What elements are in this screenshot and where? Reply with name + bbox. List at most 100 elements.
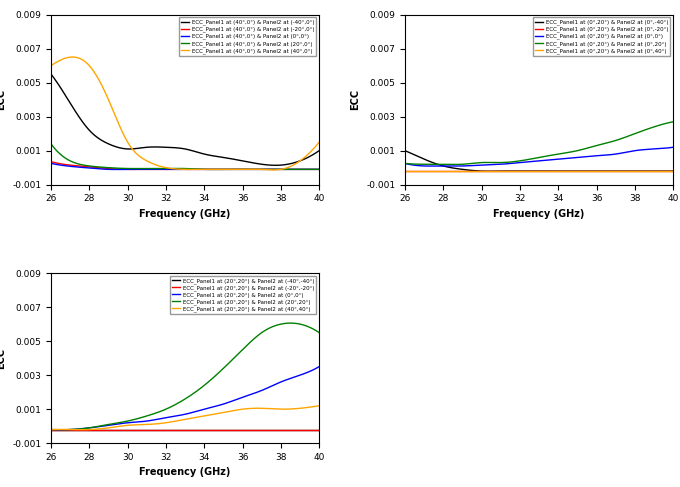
- ECC_Panel1 at (40°,0°) & Panel2 at (40°,0°): [58, 56, 66, 62]
- ECC_Panel1 at (20°,20°) & Panel2 at (20°,20°): [315, 330, 323, 336]
- ECC_Panel1 at (20°,20°) & Panel2 at (-20°,-20°): [47, 427, 55, 432]
- ECC_Panel1 at (0°,20°) & Panel2 at (0°,0°): [474, 162, 482, 168]
- ECC_Panel1 at (20°,20°) & Panel2 at (-40°,-40°): [47, 427, 55, 432]
- ECC_Panel1 at (40°,0°) & Panel2 at (20°,0°): [47, 141, 55, 147]
- ECC_Panel1 at (0°,20°) & Panel2 at (0°,-20°): [452, 168, 460, 174]
- ECC_Panel1 at (40°,0°) & Panel2 at (20°,0°): [207, 167, 216, 172]
- ECC_Panel1 at (20°,20°) & Panel2 at (-20°,-20°): [99, 427, 107, 432]
- ECC_Panel1 at (20°,20°) & Panel2 at (20°,20°): [287, 320, 295, 326]
- ECC_Panel1 at (0°,20°) & Panel2 at (0°,-20°): [403, 168, 411, 174]
- ECC_Panel1 at (40°,0°) & Panel2 at (-20°,0°): [97, 165, 105, 171]
- ECC_Panel1 at (0°,20°) & Panel2 at (0°,20°): [411, 161, 420, 167]
- ECC_Panel1 at (40°,0°) & Panel2 at (-40°,0°): [294, 159, 302, 165]
- Line: ECC_Panel1 at (40°,0°) & Panel2 at (20°,0°): ECC_Panel1 at (40°,0°) & Panel2 at (20°,…: [51, 144, 319, 169]
- ECC_Panel1 at (20°,20°) & Panel2 at (20°,20°): [98, 423, 106, 429]
- ECC_Panel1 at (20°,20°) & Panel2 at (0°,0°): [65, 427, 73, 432]
- ECC_Panel1 at (0°,20°) & Panel2 at (0°,-20°): [475, 168, 483, 174]
- ECC_Panel1 at (40°,0°) & Panel2 at (20°,0°): [58, 152, 66, 158]
- ECC_Panel1 at (0°,20°) & Panel2 at (0°,-40°): [657, 168, 665, 174]
- Line: ECC_Panel1 at (20°,20°) & Panel2 at (40°,40°): ECC_Panel1 at (20°,20°) & Panel2 at (40°…: [51, 406, 319, 430]
- ECC_Panel1 at (40°,0°) & Panel2 at (0°,0°): [120, 167, 128, 172]
- ECC_Panel1 at (40°,0°) & Panel2 at (-20°,0°): [294, 167, 302, 172]
- ECC_Panel1 at (0°,20°) & Panel2 at (0°,40°): [401, 168, 409, 174]
- Line: ECC_Panel1 at (40°,0°) & Panel2 at (-40°,0°): ECC_Panel1 at (40°,0°) & Panel2 at (-40°…: [51, 74, 319, 165]
- ECC_Panel1 at (20°,20°) & Panel2 at (0°,0°): [294, 373, 302, 379]
- Line: ECC_Panel1 at (40°,0°) & Panel2 at (0°,0°): ECC_Panel1 at (40°,0°) & Panel2 at (0°,0…: [51, 164, 319, 169]
- X-axis label: Frequency (GHz): Frequency (GHz): [139, 468, 231, 477]
- ECC_Panel1 at (20°,20°) & Panel2 at (0°,0°): [315, 364, 323, 370]
- Line: ECC_Panel1 at (40°,0°) & Panel2 at (-20°,0°): ECC_Panel1 at (40°,0°) & Panel2 at (-20°…: [51, 162, 319, 169]
- ECC_Panel1 at (40°,0°) & Panel2 at (-40°,0°): [303, 155, 311, 161]
- Legend: ECC_Panel1 at (20°,20°) & Panel2 at (-40°,-40°), ECC_Panel1 at (20°,20°) & Panel: ECC_Panel1 at (20°,20°) & Panel2 at (-40…: [170, 276, 316, 314]
- ECC_Panel1 at (20°,20°) & Panel2 at (-40°,-40°): [59, 427, 67, 432]
- ECC_Panel1 at (40°,0°) & Panel2 at (-40°,0°): [97, 137, 105, 143]
- ECC_Panel1 at (40°,0°) & Panel2 at (40°,0°): [315, 139, 323, 145]
- ECC_Panel1 at (0°,20°) & Panel2 at (0°,20°): [669, 119, 677, 125]
- ECC_Panel1 at (0°,20°) & Panel2 at (0°,40°): [475, 168, 483, 174]
- ECC_Panel1 at (20°,20°) & Panel2 at (20°,20°): [305, 324, 313, 330]
- ECC_Panel1 at (0°,20°) & Panel2 at (0°,0°): [417, 163, 425, 169]
- ECC_Panel1 at (20°,20°) & Panel2 at (40°,40°): [47, 427, 55, 432]
- Legend: ECC_Panel1 at (0°,20°) & Panel2 at (0°,-40°), ECC_Panel1 at (0°,20°) & Panel2 at: ECC_Panel1 at (0°,20°) & Panel2 at (0°,-…: [533, 18, 670, 56]
- ECC_Panel1 at (0°,20°) & Panel2 at (0°,0°): [452, 163, 460, 169]
- X-axis label: Frequency (GHz): Frequency (GHz): [139, 209, 231, 219]
- ECC_Panel1 at (20°,20°) & Panel2 at (20°,20°): [295, 321, 303, 327]
- ECC_Panel1 at (20°,20°) & Panel2 at (40°,40°): [294, 406, 302, 412]
- X-axis label: Frequency (GHz): Frequency (GHz): [494, 209, 585, 219]
- ECC_Panel1 at (20°,20°) & Panel2 at (0°,0°): [98, 423, 106, 429]
- Line: ECC_Panel1 at (0°,20°) & Panel2 at (0°,0°): ECC_Panel1 at (0°,20°) & Panel2 at (0°,0…: [405, 147, 673, 166]
- ECC_Panel1 at (40°,0°) & Panel2 at (-20°,0°): [118, 167, 126, 172]
- ECC_Panel1 at (0°,20°) & Panel2 at (0°,20°): [647, 125, 656, 131]
- ECC_Panel1 at (0°,20°) & Panel2 at (0°,0°): [411, 163, 420, 169]
- ECC_Panel1 at (20°,20°) & Panel2 at (40°,40°): [315, 403, 323, 409]
- ECC_Panel1 at (20°,20°) & Panel2 at (20°,20°): [56, 427, 65, 432]
- ECC_Panel1 at (0°,20°) & Panel2 at (0°,-40°): [669, 168, 677, 174]
- ECC_Panel1 at (40°,0°) & Panel2 at (20°,0°): [294, 167, 302, 172]
- ECC_Panel1 at (20°,20°) & Panel2 at (-40°,-40°): [65, 427, 73, 432]
- ECC_Panel1 at (20°,20°) & Panel2 at (40°,40°): [63, 427, 71, 432]
- ECC_Panel1 at (20°,20°) & Panel2 at (40°,40°): [58, 427, 66, 432]
- ECC_Panel1 at (20°,20°) & Panel2 at (20°,20°): [65, 427, 73, 432]
- ECC_Panel1 at (40°,0°) & Panel2 at (-40°,0°): [272, 162, 280, 168]
- ECC_Panel1 at (0°,20°) & Panel2 at (0°,0°): [426, 163, 435, 169]
- ECC_Panel1 at (0°,20°) & Panel2 at (0°,0°): [669, 144, 677, 150]
- ECC_Panel1 at (40°,0°) & Panel2 at (20°,0°): [303, 167, 311, 172]
- ECC_Panel1 at (40°,0°) & Panel2 at (-20°,0°): [315, 167, 323, 172]
- ECC_Panel1 at (20°,20°) & Panel2 at (20°,20°): [47, 427, 55, 432]
- ECC_Panel1 at (0°,20°) & Panel2 at (0°,-40°): [411, 152, 420, 158]
- ECC_Panel1 at (0°,20°) & Panel2 at (0°,-40°): [473, 168, 481, 174]
- Line: ECC_Panel1 at (0°,20°) & Panel2 at (0°,-40°): ECC_Panel1 at (0°,20°) & Panel2 at (0°,-…: [405, 150, 673, 171]
- Line: ECC_Panel1 at (40°,0°) & Panel2 at (40°,0°): ECC_Panel1 at (40°,0°) & Panel2 at (40°,…: [51, 57, 319, 170]
- ECC_Panel1 at (0°,20°) & Panel2 at (0°,20°): [452, 162, 460, 168]
- ECC_Panel1 at (40°,0°) & Panel2 at (40°,0°): [269, 167, 277, 173]
- ECC_Panel1 at (0°,20°) & Panel2 at (0°,-20°): [669, 168, 677, 174]
- ECC_Panel1 at (0°,20°) & Panel2 at (0°,-40°): [647, 168, 656, 174]
- ECC_Panel1 at (20°,20°) & Panel2 at (0°,0°): [56, 427, 65, 433]
- ECC_Panel1 at (40°,0°) & Panel2 at (40°,0°): [98, 83, 106, 89]
- Legend: ECC_Panel1 at (40°,0°) & Panel2 at (-40°,0°), ECC_Panel1 at (40°,0°) & Panel2 at: ECC_Panel1 at (40°,0°) & Panel2 at (-40°…: [179, 18, 316, 56]
- ECC_Panel1 at (20°,20°) & Panel2 at (-20°,-20°): [121, 427, 129, 432]
- ECC_Panel1 at (40°,0°) & Panel2 at (-20°,0°): [63, 162, 71, 168]
- ECC_Panel1 at (0°,20°) & Panel2 at (0°,20°): [474, 160, 482, 166]
- ECC_Panel1 at (0°,20°) & Panel2 at (0°,40°): [418, 168, 426, 174]
- ECC_Panel1 at (20°,20°) & Panel2 at (40°,40°): [120, 423, 128, 429]
- ECC_Panel1 at (20°,20°) & Panel2 at (-20°,-20°): [59, 427, 67, 432]
- ECC_Panel1 at (0°,20°) & Panel2 at (0°,-20°): [454, 168, 462, 174]
- ECC_Panel1 at (40°,0°) & Panel2 at (-40°,0°): [47, 71, 55, 77]
- ECC_Panel1 at (0°,20°) & Panel2 at (0°,0°): [657, 146, 665, 151]
- ECC_Panel1 at (0°,20°) & Panel2 at (0°,40°): [403, 168, 411, 174]
- ECC_Panel1 at (20°,20°) & Panel2 at (20°,20°): [120, 419, 128, 425]
- ECC_Panel1 at (20°,20°) & Panel2 at (40°,40°): [98, 426, 106, 431]
- ECC_Panel1 at (40°,0°) & Panel2 at (0°,0°): [315, 167, 323, 172]
- ECC_Panel1 at (40°,0°) & Panel2 at (20°,0°): [97, 164, 105, 170]
- ECC_Panel1 at (0°,20°) & Panel2 at (0°,-40°): [417, 155, 425, 161]
- ECC_Panel1 at (20°,20°) & Panel2 at (-40°,-40°): [121, 427, 129, 432]
- ECC_Panel1 at (20°,20°) & Panel2 at (-20°,-20°): [65, 427, 73, 432]
- ECC_Panel1 at (40°,0°) & Panel2 at (40°,0°): [47, 63, 55, 69]
- Y-axis label: ECC: ECC: [0, 348, 7, 369]
- Y-axis label: ECC: ECC: [0, 89, 7, 110]
- ECC_Panel1 at (20°,20°) & Panel2 at (-40°,-40°): [48, 427, 56, 432]
- ECC_Panel1 at (40°,0°) & Panel2 at (0°,0°): [47, 161, 55, 167]
- ECC_Panel1 at (40°,0°) & Panel2 at (0°,0°): [303, 167, 311, 172]
- ECC_Panel1 at (40°,0°) & Panel2 at (0°,0°): [97, 166, 105, 172]
